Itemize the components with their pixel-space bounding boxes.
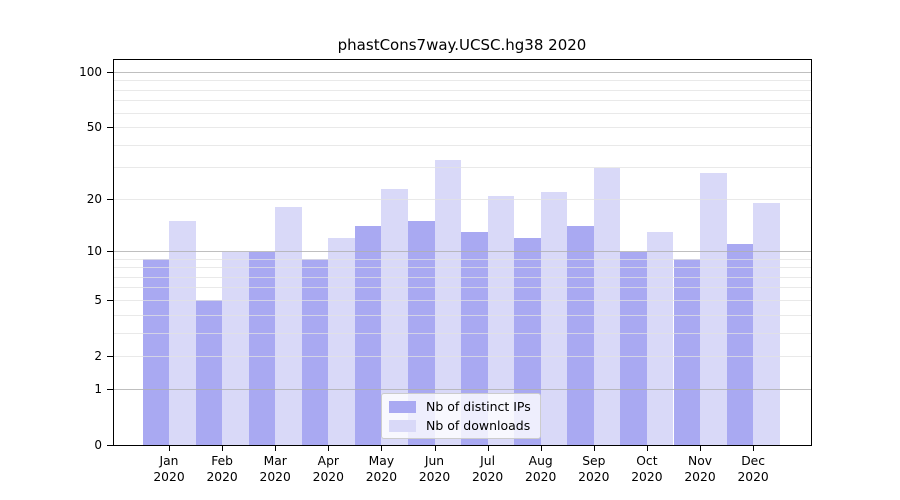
y-tick-label-100: 100 — [50, 65, 102, 79]
legend-label-downloads: Nb of downloads — [426, 418, 530, 433]
gridline-minor-80 — [114, 90, 811, 91]
y-tick-label-5: 5 — [50, 293, 102, 307]
bar-downloads-oct — [647, 232, 674, 445]
y-tick-0 — [107, 445, 114, 446]
legend: Nb of distinct IPs Nb of downloads — [381, 393, 541, 439]
y-tick-2 — [107, 356, 114, 357]
figure: phastCons7way.UCSC.hg38 2020 Nb of disti… — [0, 0, 900, 500]
bar-downloads-mar — [275, 207, 302, 445]
bar-downloads-sep — [594, 168, 621, 445]
bar-distinct-ips-nov — [674, 259, 701, 445]
x-label-month: Dec — [721, 454, 785, 470]
bar-distinct-ips-mar — [249, 252, 276, 446]
bar-distinct-ips-may — [355, 226, 382, 445]
gridline-minor-30 — [114, 167, 811, 168]
y-tick-100 — [107, 72, 114, 73]
gridline-minor-40 — [114, 145, 811, 146]
y-tick-20 — [107, 199, 114, 200]
x-label-year: 2020 — [721, 470, 785, 486]
bar-distinct-ips-jan — [143, 259, 170, 445]
x-tick-apr — [328, 445, 329, 451]
bar-downloads-dec — [753, 203, 780, 445]
x-tick-feb — [222, 445, 223, 451]
legend-swatch-downloads — [389, 420, 416, 432]
y-tick-5 — [107, 300, 114, 301]
y-tick-label-1: 1 — [50, 382, 102, 396]
gridline-minor-70 — [114, 100, 811, 101]
legend-item-downloads: Nb of downloads — [389, 418, 531, 433]
x-tick-may — [381, 445, 382, 451]
x-tick-jan — [169, 445, 170, 451]
bar-downloads-apr — [328, 238, 355, 445]
x-tick-dec — [753, 445, 754, 451]
x-tick-nov — [700, 445, 701, 451]
gridline-major-100 — [114, 72, 811, 73]
y-tick-50 — [107, 127, 114, 128]
bar-distinct-ips-oct — [620, 252, 647, 446]
y-tick-label-2: 2 — [50, 349, 102, 363]
bar-distinct-ips-dec — [727, 244, 754, 445]
y-tick-label-20: 20 — [50, 192, 102, 206]
gridline-minor-60 — [114, 113, 811, 114]
bar-downloads-aug — [541, 192, 568, 445]
x-tick-mar — [275, 445, 276, 451]
x-tick-oct — [647, 445, 648, 451]
y-tick-label-10: 10 — [50, 244, 102, 258]
bar-distinct-ips-sep — [567, 226, 594, 445]
plot-area: Nb of distinct IPs Nb of downloads 10050… — [113, 59, 812, 446]
y-tick-label-50: 50 — [50, 120, 102, 134]
x-tick-jun — [435, 445, 436, 451]
y-tick-label-0: 0 — [50, 438, 102, 452]
y-tick-1 — [107, 389, 114, 390]
gridline-minor-50 — [114, 127, 811, 128]
legend-label-distinct-ips: Nb of distinct IPs — [426, 399, 531, 414]
bar-downloads-feb — [222, 252, 249, 446]
bar-distinct-ips-feb — [196, 300, 223, 445]
legend-swatch-distinct-ips — [389, 401, 416, 413]
bar-downloads-nov — [700, 173, 727, 445]
x-tick-aug — [541, 445, 542, 451]
x-tick-sep — [594, 445, 595, 451]
y-tick-10 — [107, 251, 114, 252]
bar-downloads-jan — [169, 221, 196, 445]
x-tick-jul — [488, 445, 489, 451]
chart-title: phastCons7way.UCSC.hg38 2020 — [113, 36, 811, 54]
gridline-minor-90 — [114, 80, 811, 81]
bar-distinct-ips-apr — [302, 259, 329, 445]
x-tick-label-dec: Dec2020 — [721, 454, 785, 485]
legend-item-distinct-ips: Nb of distinct IPs — [389, 399, 531, 414]
